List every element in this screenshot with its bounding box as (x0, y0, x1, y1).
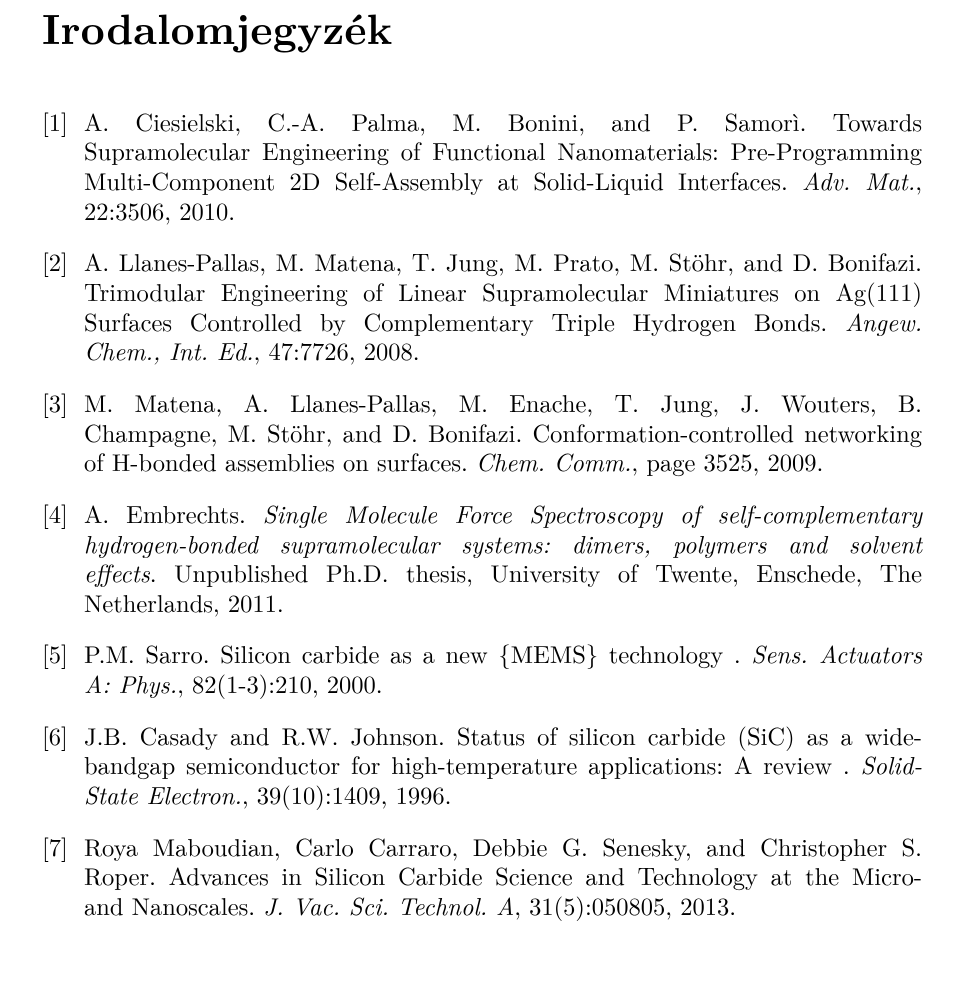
bib-tail: , page 3525, 2009. (631, 444, 823, 479)
bib-tail: , 31(5):050805, 2013. (514, 888, 736, 923)
bib-entry-number: [2] (42, 247, 84, 366)
bibliography-heading: Irodalomjegyzék (42, 0, 922, 53)
page: Irodalomjegyzék [1] A. Ciesielski, C.-A.… (0, 0, 960, 1008)
bib-entry-text: P.M. Sarro. Silicon carbide as a new {ME… (84, 639, 922, 698)
bibliography-list: [1] A. Ciesielski, C.-A. Palma, M. Bonin… (42, 107, 922, 921)
bib-entry-text: M. Matena, A. Llanes-Pallas, M. Enache, … (84, 388, 922, 477)
bib-entry: [3] M. Matena, A. Llanes-Pallas, M. Enac… (42, 388, 922, 477)
bib-entry-number: [5] (42, 639, 84, 698)
bib-entry: [2] A. Llanes-Pallas, M. Matena, T. Jung… (42, 247, 922, 366)
bib-entry: [7] Roya Maboudian, Carlo Carraro, Debbi… (42, 832, 922, 921)
bib-journal: Adv. Mat. (802, 163, 915, 198)
bib-entry-text: A. Ciesielski, C.-A. Palma, M. Bonini, a… (84, 107, 922, 226)
bib-entry-number: [6] (42, 721, 84, 810)
bib-entry: [5] P.M. Sarro. Silicon carbide as a new… (42, 639, 922, 698)
bib-entry: [4] A. Embrechts. Single Molecule Force … (42, 499, 922, 618)
bib-entry-number: [7] (42, 832, 84, 921)
bib-entry-text: Roya Maboudian, Carlo Carraro, Debbie G.… (84, 832, 922, 921)
bib-tail: , 39(10):1409, 1996. (242, 777, 452, 812)
bib-tail: , 82(1-3):210, 2000. (177, 666, 383, 701)
bib-tail: . Unpublished Ph.D. thesis, University o… (84, 555, 922, 620)
bib-entry-text: A. Llanes-Pallas, M. Matena, T. Jung, M.… (84, 247, 922, 366)
bib-entry-number: [4] (42, 499, 84, 618)
bib-entry-number: [3] (42, 388, 84, 477)
bib-entry: [1] A. Ciesielski, C.-A. Palma, M. Bonin… (42, 107, 922, 226)
bib-entry-number: [1] (42, 107, 84, 226)
bib-tail: , 47:7726, 2008. (254, 333, 420, 368)
bib-entry: [6] J.B. Casady and R.W. Johnson. Status… (42, 721, 922, 810)
bib-journal: J. Vac. Sci. Technol. A (263, 888, 514, 923)
bib-journal: Chem. Comm. (476, 444, 631, 479)
bib-entry-text: J.B. Casady and R.W. Johnson. Status of … (84, 721, 922, 810)
bib-title: Trimodular Engineering of Linear Supramo… (84, 274, 922, 339)
bib-entry-text: A. Embrechts. Single Molecule Force Spec… (84, 499, 922, 618)
